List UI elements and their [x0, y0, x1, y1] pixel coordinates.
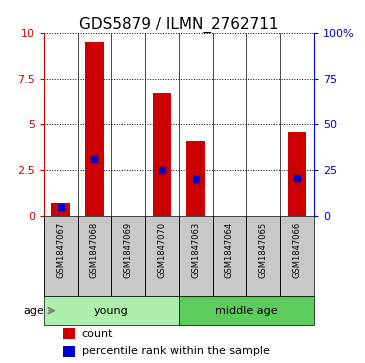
Bar: [145, 216, 179, 296]
Bar: [44, 296, 179, 325]
Text: count: count: [82, 329, 113, 339]
Bar: [153, 93, 171, 216]
Bar: [51, 203, 70, 216]
Text: GSM1847068: GSM1847068: [90, 222, 99, 278]
Text: middle age: middle age: [215, 306, 278, 316]
Bar: [187, 141, 205, 216]
Text: percentile rank within the sample: percentile rank within the sample: [82, 346, 269, 356]
Text: GSM1847065: GSM1847065: [259, 222, 268, 278]
Text: GSM1847063: GSM1847063: [191, 222, 200, 278]
Bar: [63, 329, 75, 339]
Text: GSM1847067: GSM1847067: [56, 222, 65, 278]
Bar: [246, 216, 280, 296]
Bar: [77, 216, 111, 296]
Bar: [179, 296, 314, 325]
Bar: [44, 216, 77, 296]
Bar: [85, 42, 104, 216]
Text: GSM1847066: GSM1847066: [292, 222, 301, 278]
Title: GDS5879 / ILMN_2762711: GDS5879 / ILMN_2762711: [79, 16, 278, 33]
Text: age: age: [24, 306, 45, 316]
Bar: [111, 216, 145, 296]
Bar: [63, 346, 75, 356]
Bar: [280, 216, 314, 296]
Text: GSM1847070: GSM1847070: [157, 222, 166, 278]
Bar: [288, 132, 306, 216]
Bar: [212, 216, 246, 296]
Text: GSM1847069: GSM1847069: [124, 222, 133, 278]
Text: GSM1847064: GSM1847064: [225, 222, 234, 278]
Text: young: young: [94, 306, 129, 316]
Bar: [179, 216, 212, 296]
